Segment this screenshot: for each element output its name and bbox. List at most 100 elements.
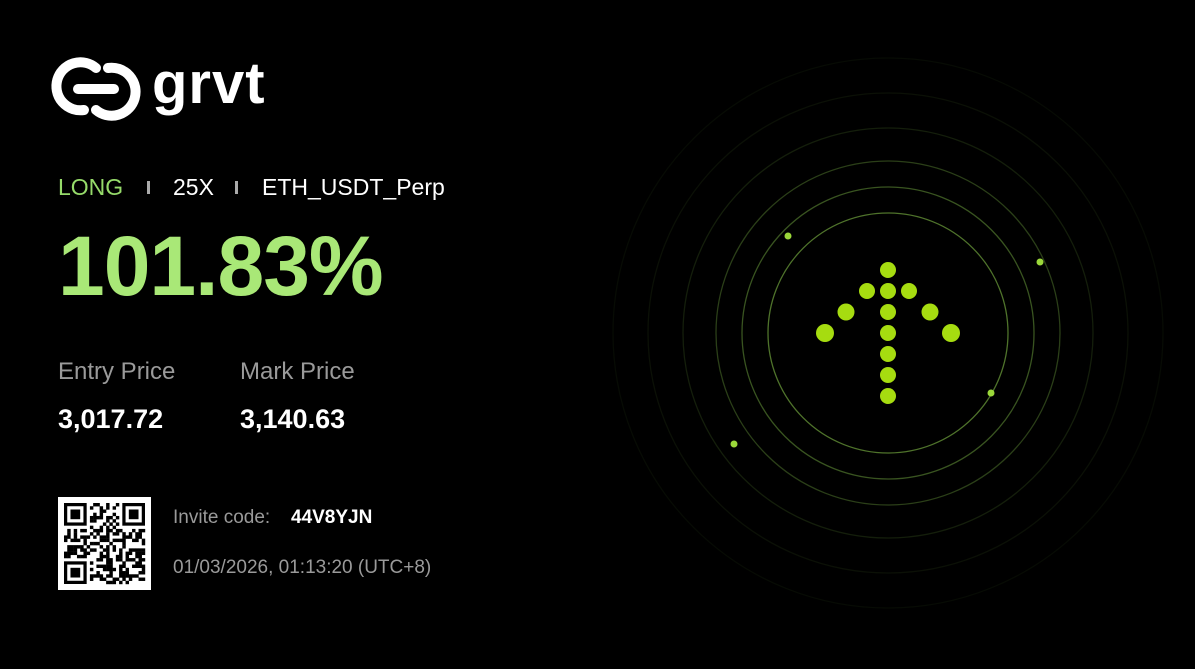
brand: grvt (152, 51, 266, 116)
qr-module (93, 512, 97, 517)
leverage: 25X (173, 174, 214, 200)
qr-module (122, 545, 126, 549)
price-label: Mark Price (240, 358, 355, 385)
qr-module (112, 548, 117, 552)
qr-module (102, 548, 107, 552)
qr-module (99, 515, 104, 520)
arrow-dot (880, 367, 896, 383)
qr-module (106, 558, 110, 562)
qr-module (93, 574, 97, 578)
qr-module (135, 561, 139, 565)
qr-module (89, 525, 94, 530)
qr-module (106, 532, 110, 536)
qr-module (102, 564, 107, 568)
qr-module (119, 548, 123, 552)
qr-module (112, 580, 117, 585)
qr-module (128, 574, 133, 578)
qr-module (141, 541, 146, 546)
qr-module (132, 548, 136, 552)
qr-module (138, 548, 142, 552)
qr-module (112, 506, 117, 510)
qr-module (83, 535, 87, 539)
qr-module (125, 558, 129, 562)
qr-module (135, 551, 139, 556)
qr-module (106, 538, 110, 543)
qr-module (128, 548, 133, 552)
qr-module (112, 525, 117, 530)
qr-module (96, 515, 100, 520)
ring (741, 186, 1035, 480)
qr-module (132, 538, 136, 543)
qr-module (109, 515, 113, 520)
qr-module (132, 574, 136, 578)
qr-module (89, 515, 94, 520)
qr-module (96, 571, 100, 575)
qr-module (73, 535, 78, 539)
qr-module (122, 564, 126, 568)
qr-module (99, 551, 104, 556)
qr-module (141, 567, 146, 572)
qr-module (115, 503, 120, 507)
qr-module (67, 551, 71, 556)
qr-module (106, 519, 110, 523)
qr-module (122, 538, 126, 543)
qr-module (115, 532, 120, 536)
qr-module (99, 506, 104, 510)
qr-module (122, 535, 126, 539)
qr-module (89, 519, 94, 523)
qr-module (106, 564, 110, 568)
arrow-dot (880, 346, 896, 362)
qr-module (102, 538, 107, 543)
qr-module (106, 545, 110, 549)
qr-module (115, 558, 120, 562)
qr-module (86, 535, 91, 539)
qr-module (99, 509, 104, 513)
separator (147, 181, 150, 194)
qr-module (119, 558, 123, 562)
qr-module (96, 532, 100, 536)
qr-module (112, 512, 117, 517)
price-value: 3,017.72 (58, 404, 164, 434)
qr-module (76, 554, 81, 559)
qr-module (83, 528, 87, 533)
qr-module (128, 535, 133, 539)
qr-module (112, 532, 117, 536)
qr-module (89, 541, 94, 546)
qr-module (89, 548, 94, 552)
qr-module (89, 574, 94, 578)
qr-module (83, 541, 87, 546)
qr-module (109, 558, 113, 562)
qr-module (109, 564, 113, 568)
qr-module (99, 577, 104, 581)
qr-module (96, 574, 100, 578)
qr-module (93, 519, 97, 523)
arrow-dot (816, 324, 834, 342)
qr-module (96, 558, 100, 562)
qr-module (109, 541, 113, 546)
qr-module (64, 554, 68, 559)
qr-module (89, 561, 94, 565)
qr-module (83, 548, 87, 552)
arrow-dot (942, 324, 960, 342)
qr-module (109, 567, 113, 572)
qr-module (125, 580, 129, 585)
qr-module (93, 541, 97, 546)
arrow-dot (880, 388, 896, 404)
qr-module (106, 554, 110, 559)
qr-finder (70, 567, 81, 578)
qr-module (119, 571, 123, 575)
qr-module (115, 577, 120, 581)
qr-module (128, 558, 133, 562)
qr-module (115, 522, 120, 526)
qr-module (106, 503, 110, 507)
price-label: Entry Price (58, 358, 176, 385)
pnl: 101.83% (58, 219, 384, 313)
qr-module (135, 554, 139, 559)
qr-module (125, 554, 129, 559)
qr-module (135, 532, 139, 536)
qr-module (122, 532, 126, 536)
qr-module (67, 545, 71, 549)
qr-module (102, 577, 107, 581)
qr-module (70, 538, 74, 543)
qr-module (112, 577, 117, 581)
